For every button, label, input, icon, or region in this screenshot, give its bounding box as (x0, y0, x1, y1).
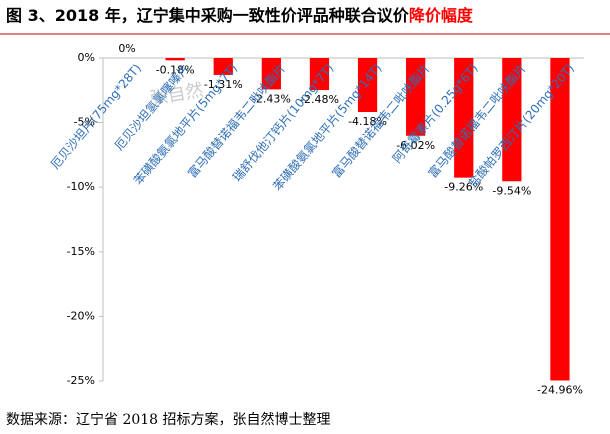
y-tick-label: -10% (67, 180, 95, 193)
title-main: 图 3、2018 年，辽宁集中采购一致性价评品种联合议价 (6, 6, 410, 25)
y-tick-label: 0% (78, 51, 95, 64)
bar (213, 58, 233, 75)
bar (357, 58, 378, 113)
bar (454, 58, 474, 178)
title-highlight: 降价幅度 (409, 6, 474, 25)
bar (406, 58, 426, 136)
value-label: -2.43% (252, 92, 291, 105)
value-label: -0.18% (156, 63, 195, 76)
bar (165, 58, 185, 61)
value-label: -2.48% (300, 93, 339, 106)
y-tick-label: -20% (67, 309, 95, 322)
x-tick-label: 厄贝沙坦片(75mg*28T) (48, 61, 144, 172)
value-label: -4.18% (348, 115, 387, 128)
value-label: -9.26% (444, 181, 483, 194)
bar (550, 58, 570, 381)
bar (261, 58, 281, 90)
x-tick-label: 瑞舒伐他汀钙片(10mg*7T) (230, 61, 336, 184)
value-label: -1.31% (204, 78, 243, 91)
y-tick-label: -25% (67, 374, 95, 387)
bar (309, 58, 330, 91)
value-label: 0% (118, 42, 135, 55)
source-note: 数据来源：辽宁省 2018 招标方案，张自然博士整理 (6, 411, 331, 428)
value-label: -24.96% (537, 383, 583, 396)
value-label: -6.02% (396, 139, 435, 152)
value-label: -9.54% (492, 184, 531, 197)
chart-title: 图 3、2018 年，辽宁集中采购一致性价评品种联合议价降价幅度 (6, 6, 474, 25)
bar (502, 58, 522, 182)
y-tick-label: -15% (67, 245, 95, 258)
y-tick-label: -5% (74, 116, 95, 129)
